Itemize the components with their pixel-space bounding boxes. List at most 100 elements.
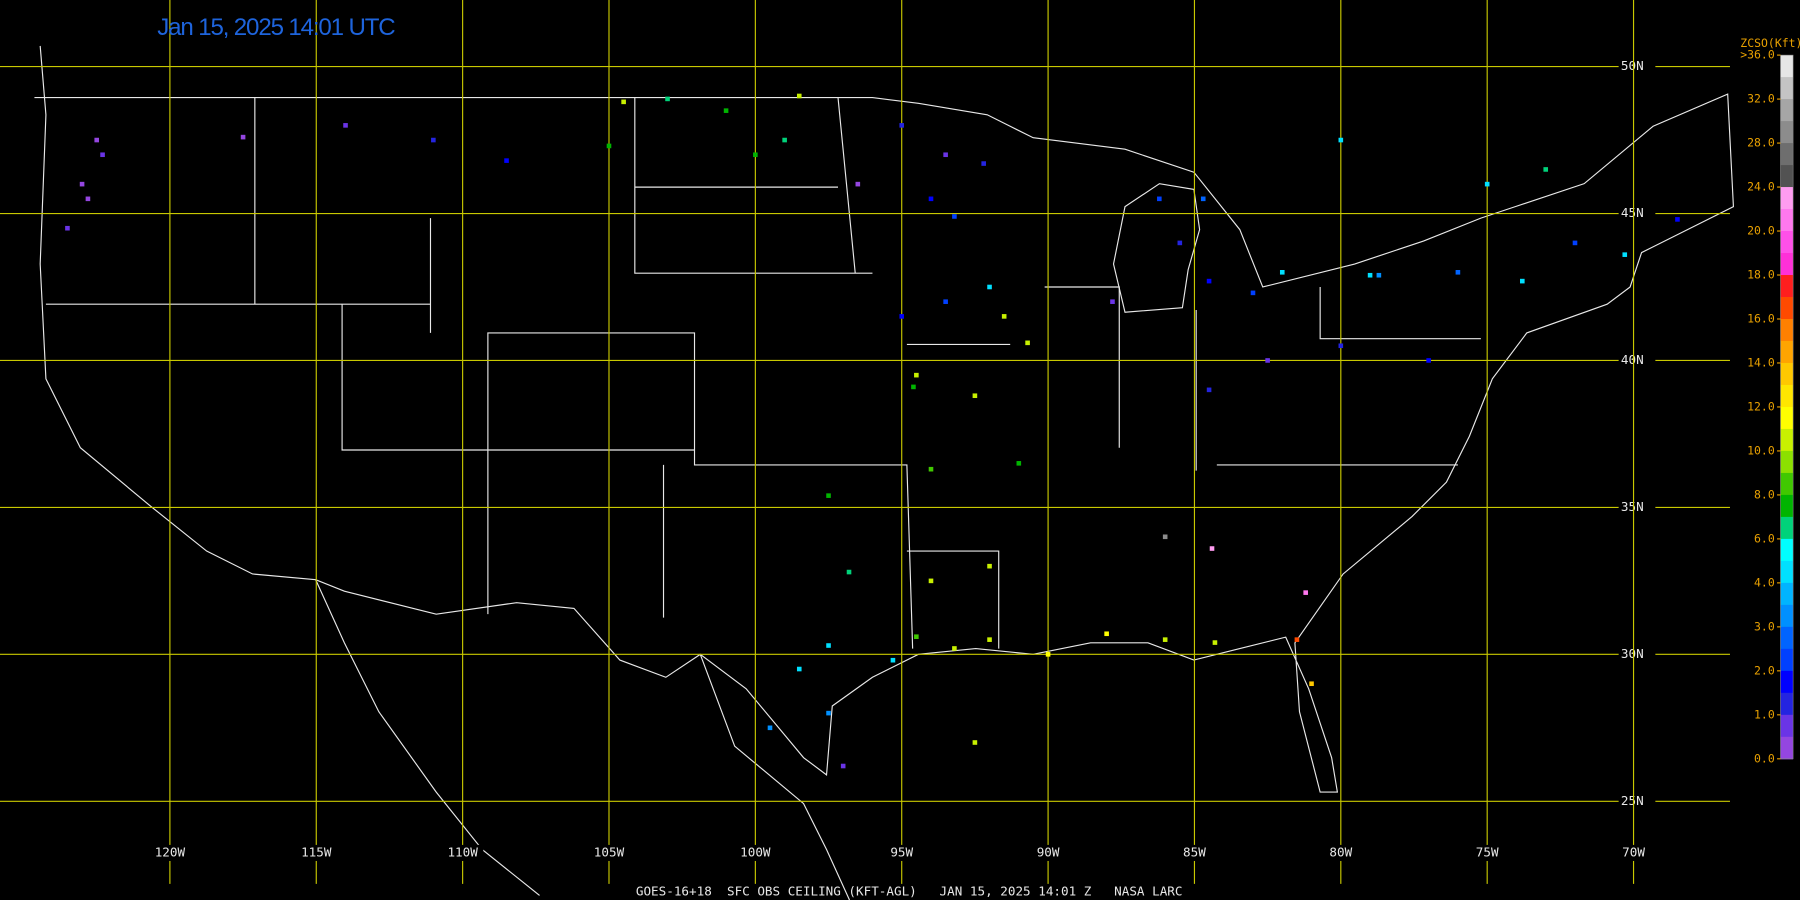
station-obs (987, 637, 992, 642)
station-obs (1426, 358, 1431, 363)
station-obs (981, 161, 986, 166)
station-obs (1367, 272, 1373, 278)
lon-label-bg (1466, 844, 1508, 861)
lat-label: 30N (1621, 646, 1644, 661)
station-obs (1309, 681, 1314, 687)
legend-label: 6.0 (1754, 531, 1775, 545)
legend-label: 32.0 (1747, 92, 1775, 106)
lat-label-bg (1618, 206, 1656, 221)
lon-label-bg (441, 844, 484, 861)
lon-label: 110W (447, 844, 478, 859)
title: Jan 15, 2025 14:01 UTC (157, 14, 395, 41)
legend-swatch (1780, 165, 1794, 188)
lat-label: 25N (1621, 793, 1644, 808)
legend-label: 24.0 (1747, 180, 1775, 194)
station-obs (100, 152, 105, 158)
legend-swatch (1780, 692, 1794, 716)
station-obs (1025, 340, 1030, 346)
station-obs (1250, 290, 1256, 296)
station-obs (1675, 217, 1680, 222)
station-obs (1279, 270, 1285, 275)
legend-swatch (1780, 340, 1794, 364)
station-obs (952, 646, 957, 651)
legend-label: 4.0 (1754, 575, 1775, 589)
station-obs (782, 137, 787, 143)
lon-label-bg (734, 844, 777, 861)
legend-swatch (1780, 494, 1794, 518)
legend-swatch (1780, 626, 1794, 650)
legend-swatch (1780, 604, 1794, 628)
station-obs (621, 99, 626, 105)
station-obs (846, 569, 852, 575)
legend-swatch (1780, 275, 1794, 298)
station-obs (1520, 278, 1525, 284)
legend-label: 2.0 (1754, 663, 1775, 677)
station-obs (928, 466, 934, 472)
legend-swatch (1780, 582, 1794, 606)
station-obs (606, 143, 612, 149)
legend-swatch (1780, 296, 1794, 320)
station-obs (1484, 181, 1490, 187)
station-obs (796, 666, 802, 672)
station-obs (914, 634, 919, 639)
legend-swatch (1780, 450, 1794, 474)
legend-swatch (1780, 670, 1794, 694)
lat-label-bg (1618, 794, 1656, 809)
station-obs (753, 152, 758, 158)
legend-label: >36.0 (1740, 48, 1775, 62)
station-obs (899, 314, 905, 319)
station-obs (972, 393, 978, 399)
legend-swatch (1780, 99, 1794, 122)
legend-swatch (1780, 318, 1794, 342)
station-obs (1162, 637, 1168, 642)
station-obs (1622, 252, 1628, 257)
legend-swatch (1780, 648, 1794, 672)
lon-label: 115W (301, 844, 332, 859)
station-obs (855, 181, 861, 187)
lat-label: 40N (1621, 352, 1644, 367)
legend-label: 14.0 (1747, 355, 1775, 369)
lon-label-bg (149, 844, 191, 861)
legend-label: 0.0 (1754, 751, 1775, 765)
legend-swatch (1780, 143, 1794, 166)
station-obs (1572, 240, 1578, 246)
station-obs (1455, 270, 1461, 275)
station-obs (987, 284, 992, 290)
station-obs (767, 725, 773, 731)
legend-swatch (1780, 187, 1794, 210)
legend-label: 3.0 (1754, 619, 1775, 633)
lat-label: 45N (1621, 205, 1644, 220)
station-obs (972, 740, 978, 745)
station-obs (796, 93, 802, 99)
station-obs (1206, 387, 1212, 393)
lon-label-bg (1320, 844, 1362, 861)
legend-label: 20.0 (1747, 224, 1775, 238)
station-obs (1376, 272, 1382, 278)
station-obs (665, 96, 670, 102)
station-obs (240, 134, 246, 140)
legend-swatch (1780, 121, 1794, 144)
legend-label: 8.0 (1754, 487, 1775, 501)
station-obs (1543, 167, 1549, 172)
legend-swatch (1780, 714, 1794, 738)
station-obs (914, 372, 919, 378)
legend-swatch (1780, 406, 1794, 430)
legend-swatch (1780, 209, 1794, 232)
station-obs (1162, 534, 1168, 540)
legend-swatch (1780, 362, 1794, 386)
legend-swatch (1780, 231, 1794, 254)
legend-label: 28.0 (1747, 136, 1775, 150)
legend-swatch (1780, 516, 1794, 540)
legend-swatch (1780, 253, 1794, 276)
stations (65, 93, 1680, 769)
lat-label-bg (1618, 500, 1656, 515)
state-borders (45, 97, 1481, 649)
legend-swatch (1780, 384, 1794, 408)
station-obs (1016, 461, 1022, 466)
coastlines (34, 45, 1735, 900)
lon-label-bg (588, 844, 630, 861)
legend-label: 1.0 (1754, 707, 1775, 721)
lon-label-bg (1027, 844, 1069, 861)
legend-label: 18.0 (1747, 268, 1775, 282)
